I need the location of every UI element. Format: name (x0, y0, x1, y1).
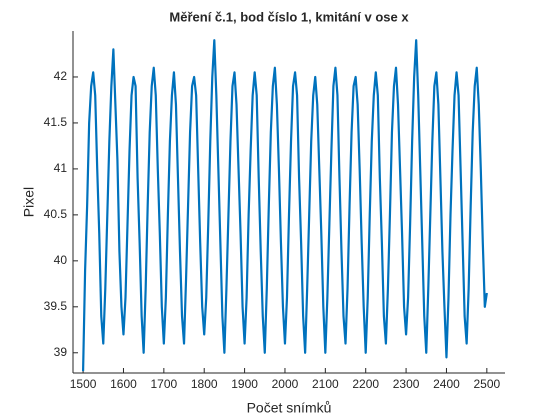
x-tick-label: 2100 (312, 377, 339, 391)
x-tick-label: 2500 (473, 377, 500, 391)
y-tick-label: 41.5 (44, 115, 68, 129)
y-tick-label: 40 (54, 253, 68, 267)
x-tick-label: 2300 (393, 377, 420, 391)
x-tick-label: 1800 (191, 377, 218, 391)
x-tick-label: 2400 (433, 377, 460, 391)
y-tick-label: 41 (54, 161, 68, 175)
y-tick-label: 39.5 (44, 299, 68, 313)
y-tick-label: 39 (54, 345, 68, 359)
x-tick-label: 2000 (272, 377, 299, 391)
y-tick-label: 42 (54, 69, 68, 83)
y-tick-label: 40.5 (44, 207, 68, 221)
x-tick-label: 1700 (150, 377, 177, 391)
chart-title: Měření č.1, bod číslo 1, kmitání v ose x (169, 9, 409, 24)
x-axis-label: Počet snímků (247, 400, 332, 416)
x-tick-label: 2200 (352, 377, 379, 391)
x-tick-label: 1500 (70, 377, 97, 391)
x-tick-label: 1600 (110, 377, 137, 391)
x-tick-label: 1900 (231, 377, 258, 391)
y-axis-label: Pixel (21, 187, 37, 217)
data-line (81, 39, 488, 372)
